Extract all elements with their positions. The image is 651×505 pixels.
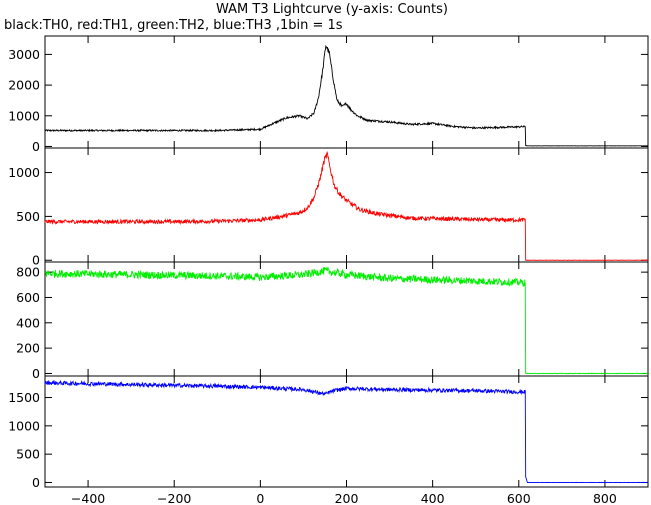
panel-frame [44, 375, 649, 488]
y-tick-label: 0 [32, 139, 40, 154]
panel-frame [44, 35, 649, 149]
y-tick-label: 0 [32, 366, 40, 381]
x-axis: −400 −200 0 200 400 600 800 [71, 491, 617, 505]
x-tick-label: 0 [256, 491, 264, 505]
x-tick-label: 600 [507, 491, 531, 505]
x-tick-label: −400 [71, 491, 105, 505]
series-line-th2 [44, 266, 649, 375]
chart-title: WAM T3 Lightcurve (y-axis: Counts) [216, 2, 448, 17]
x-tick-label: 400 [421, 491, 445, 505]
y-tick-label: 200 [16, 341, 40, 356]
y-tick-label: 1500 [8, 390, 40, 405]
y-tick-label: 3000 [8, 47, 40, 62]
panel-frame [44, 261, 649, 377]
y-tick-label: 500 [16, 209, 40, 224]
x-tick-label: −200 [157, 491, 191, 505]
y-tick-label: 2000 [8, 78, 40, 93]
y-tick-label: 0 [32, 475, 40, 490]
panel-th3: 0 500 1000 1500 [8, 375, 649, 490]
panels-group: 0100020003000050010000200400600800050010… [8, 35, 649, 490]
panel-th1: 0 500 1000 [8, 147, 649, 268]
y-tick-label: 1000 [8, 418, 40, 433]
panel-th0: 0 1000 2000 3000 [8, 35, 649, 154]
x-tick-label: 200 [335, 491, 359, 505]
y-tick-label: 1000 [8, 165, 40, 180]
y-tick-label: 400 [16, 315, 40, 330]
panel-th2: 0 200 400 600 800 [16, 261, 649, 381]
series-line-th3 [44, 379, 649, 484]
chart-subtitle: black:TH0, red:TH1, green:TH2, blue:TH3 … [4, 18, 343, 33]
x-tick-label: 800 [593, 491, 617, 505]
y-tick-label: 600 [16, 290, 40, 305]
y-tick-label: 500 [16, 447, 40, 462]
series-line-th1 [44, 150, 649, 261]
y-tick-label: 1000 [8, 108, 40, 123]
panel-frame [44, 147, 649, 263]
y-tick-label: 0 [32, 253, 40, 268]
y-tick-label: 800 [16, 265, 40, 280]
series-line-th0 [44, 44, 648, 147]
